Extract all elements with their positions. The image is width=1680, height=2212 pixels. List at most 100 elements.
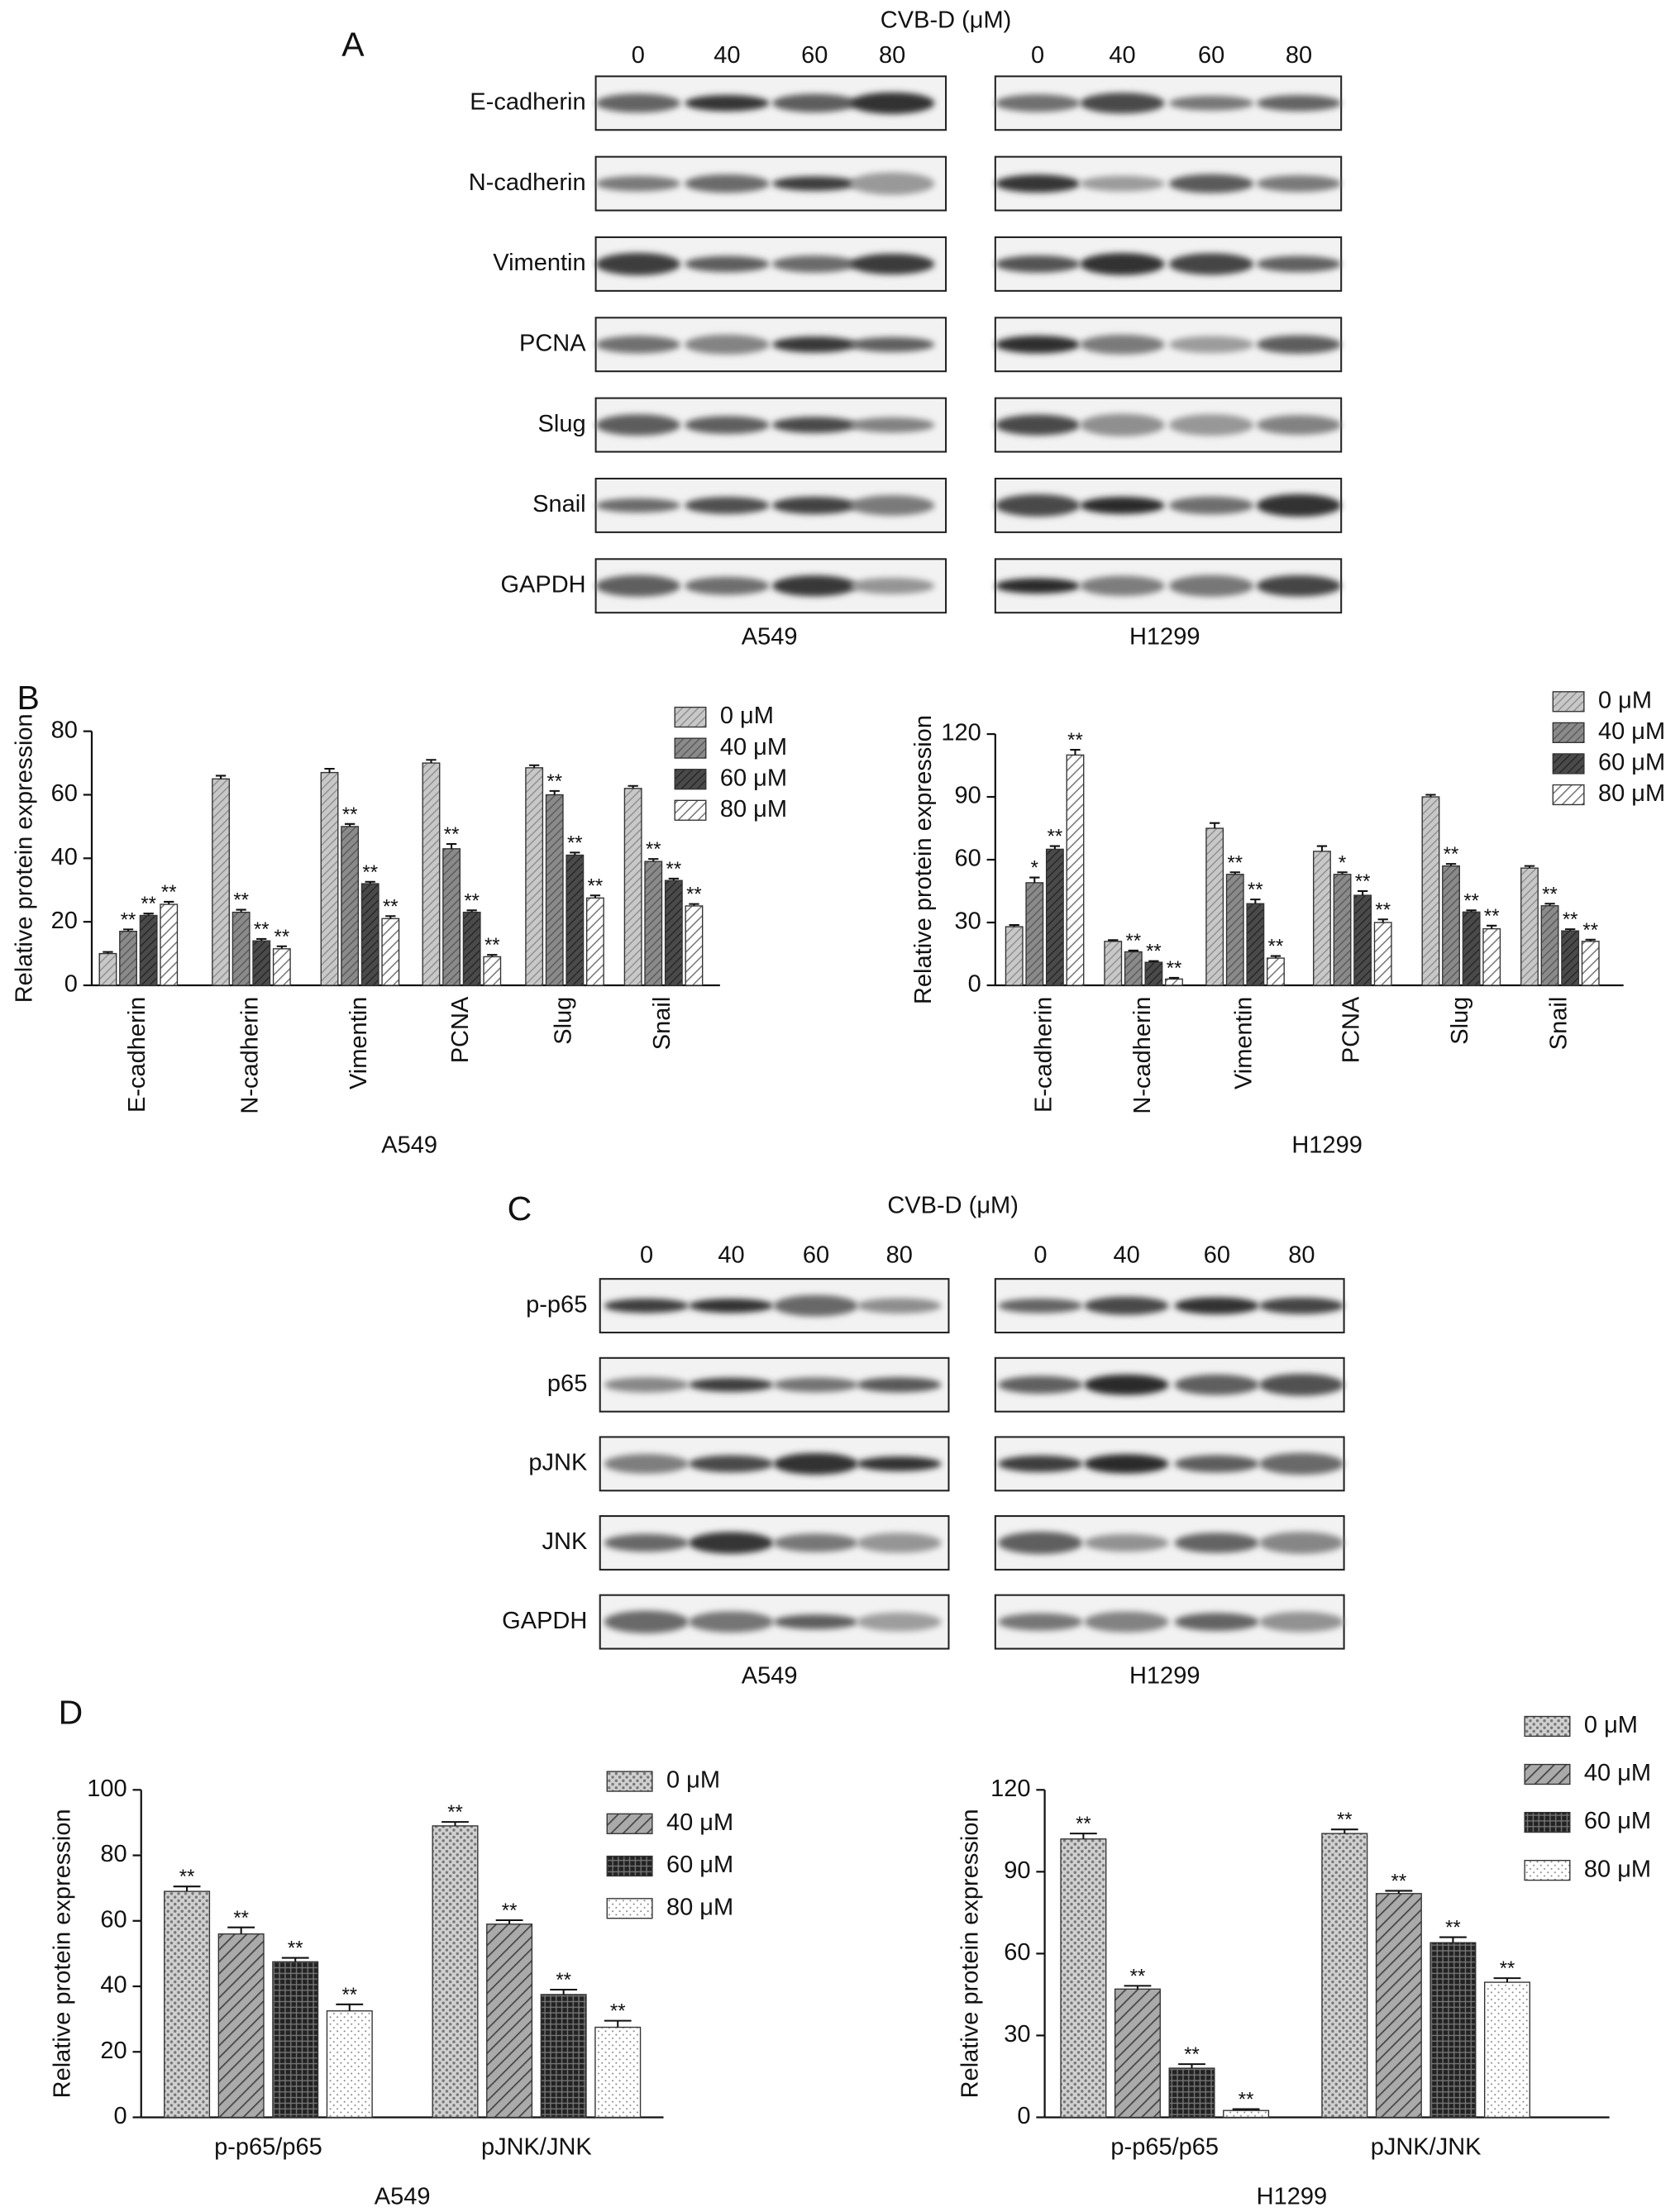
blot-band xyxy=(773,1294,858,1317)
blot-band xyxy=(998,1531,1083,1554)
panel-label: D xyxy=(59,1694,84,1732)
significance-label: ** xyxy=(1067,729,1083,751)
blot-band xyxy=(685,334,770,355)
bar xyxy=(1321,1833,1368,2119)
panel-label: A xyxy=(341,25,365,63)
blot-band xyxy=(689,1298,774,1313)
error-bar xyxy=(1029,876,1040,883)
error-bar xyxy=(549,789,560,795)
y-tick-label: 60 xyxy=(51,780,78,807)
bar xyxy=(1520,867,1539,986)
blot-band xyxy=(1174,1613,1259,1631)
panel-label: B xyxy=(17,679,39,717)
significance-label: ** xyxy=(1375,899,1391,921)
legend-swatch xyxy=(1552,753,1585,775)
bar xyxy=(422,762,441,986)
error-bar xyxy=(1210,822,1220,829)
blot-band xyxy=(773,1533,858,1552)
blot-band xyxy=(998,1375,1083,1394)
error-bar xyxy=(1524,865,1535,869)
bar xyxy=(1442,865,1460,986)
blot-band xyxy=(595,414,681,436)
bar xyxy=(1313,851,1331,986)
error-bar xyxy=(1330,1828,1358,1834)
blot-band xyxy=(995,174,1081,193)
error-bar xyxy=(1250,899,1261,904)
error-bar xyxy=(589,894,601,899)
error-bar xyxy=(1466,909,1477,913)
error-bar xyxy=(103,951,113,954)
bar xyxy=(1168,2067,1215,2119)
error-bar xyxy=(1439,1936,1467,1943)
significance-label: ** xyxy=(588,875,604,897)
legend-swatch xyxy=(606,1855,653,1877)
blot-band xyxy=(1168,95,1254,111)
blot-band xyxy=(773,1614,858,1630)
dose-label: 0 xyxy=(632,42,645,69)
legend-swatch xyxy=(1524,1860,1571,1881)
blot-band xyxy=(604,1454,690,1474)
blot-band xyxy=(1174,1374,1259,1395)
significance-label: ** xyxy=(121,908,136,931)
bar xyxy=(252,940,271,986)
error-bar xyxy=(1069,1833,1097,1839)
bar xyxy=(381,918,400,986)
bar xyxy=(164,1890,211,2119)
bar xyxy=(1540,905,1559,986)
error-bar xyxy=(1049,845,1061,850)
dose-label: 0 xyxy=(1031,42,1044,69)
blot-band xyxy=(1168,174,1254,193)
protein-label: PCNA xyxy=(519,330,586,356)
y-tick-label: 0 xyxy=(1017,2103,1030,2129)
bar xyxy=(525,767,544,986)
blot-band xyxy=(857,1533,942,1553)
x-tick-label: PCNA xyxy=(447,996,474,1063)
x-tick-label: N-cadherin xyxy=(237,997,264,1114)
legend-swatch xyxy=(1524,1715,1571,1738)
significance-label: ** xyxy=(1542,883,1558,905)
error-bar xyxy=(1357,889,1368,896)
x-tick-label: Slug xyxy=(551,997,577,1045)
significance-label: ** xyxy=(254,918,270,941)
blot-band xyxy=(595,498,681,513)
protein-label: pJNK xyxy=(528,1450,588,1476)
y-tick-label: 30 xyxy=(954,908,981,935)
significance-label: ** xyxy=(610,2000,626,2023)
error-bar xyxy=(1108,939,1119,942)
legend-label: 0 μM xyxy=(1584,1712,1638,1738)
blot-band xyxy=(604,1533,690,1552)
bar xyxy=(1205,827,1224,986)
x-axis-title: H1299 xyxy=(1257,2183,1328,2210)
blot-band xyxy=(1168,253,1254,275)
error-bar xyxy=(1493,1977,1521,1983)
blot-band xyxy=(1080,253,1165,275)
bar xyxy=(341,826,360,986)
blot-band xyxy=(1256,175,1342,193)
x-tick-label: p-p65/p65 xyxy=(1110,2134,1219,2161)
bar xyxy=(1483,1981,1530,2119)
blot-band xyxy=(772,575,857,597)
error-bar xyxy=(1229,871,1240,875)
error-bar xyxy=(215,775,227,779)
significance-label: ** xyxy=(1227,851,1243,874)
legend-swatch xyxy=(606,1771,653,1792)
dose-label: 60 xyxy=(801,42,828,69)
blot-band xyxy=(849,92,935,114)
y-tick-label: 20 xyxy=(51,908,78,934)
bar xyxy=(272,948,291,986)
significance-label: ** xyxy=(646,838,661,860)
bar xyxy=(1005,926,1024,986)
dose-label: 40 xyxy=(1113,1242,1139,1269)
blot-band xyxy=(773,1452,858,1475)
significance-label: ** xyxy=(342,803,358,826)
significance-label: ** xyxy=(1239,2089,1254,2111)
significance-label: ** xyxy=(383,895,399,918)
significance-label: ** xyxy=(274,926,290,948)
blot-band xyxy=(1080,334,1165,355)
significance-label: ** xyxy=(1268,936,1284,958)
blot-band xyxy=(604,1298,690,1313)
legend-label: 60 μM xyxy=(1598,750,1665,776)
significance-label: ** xyxy=(362,861,378,884)
blot-band xyxy=(772,255,857,273)
legend-label: 0 μM xyxy=(720,703,774,729)
